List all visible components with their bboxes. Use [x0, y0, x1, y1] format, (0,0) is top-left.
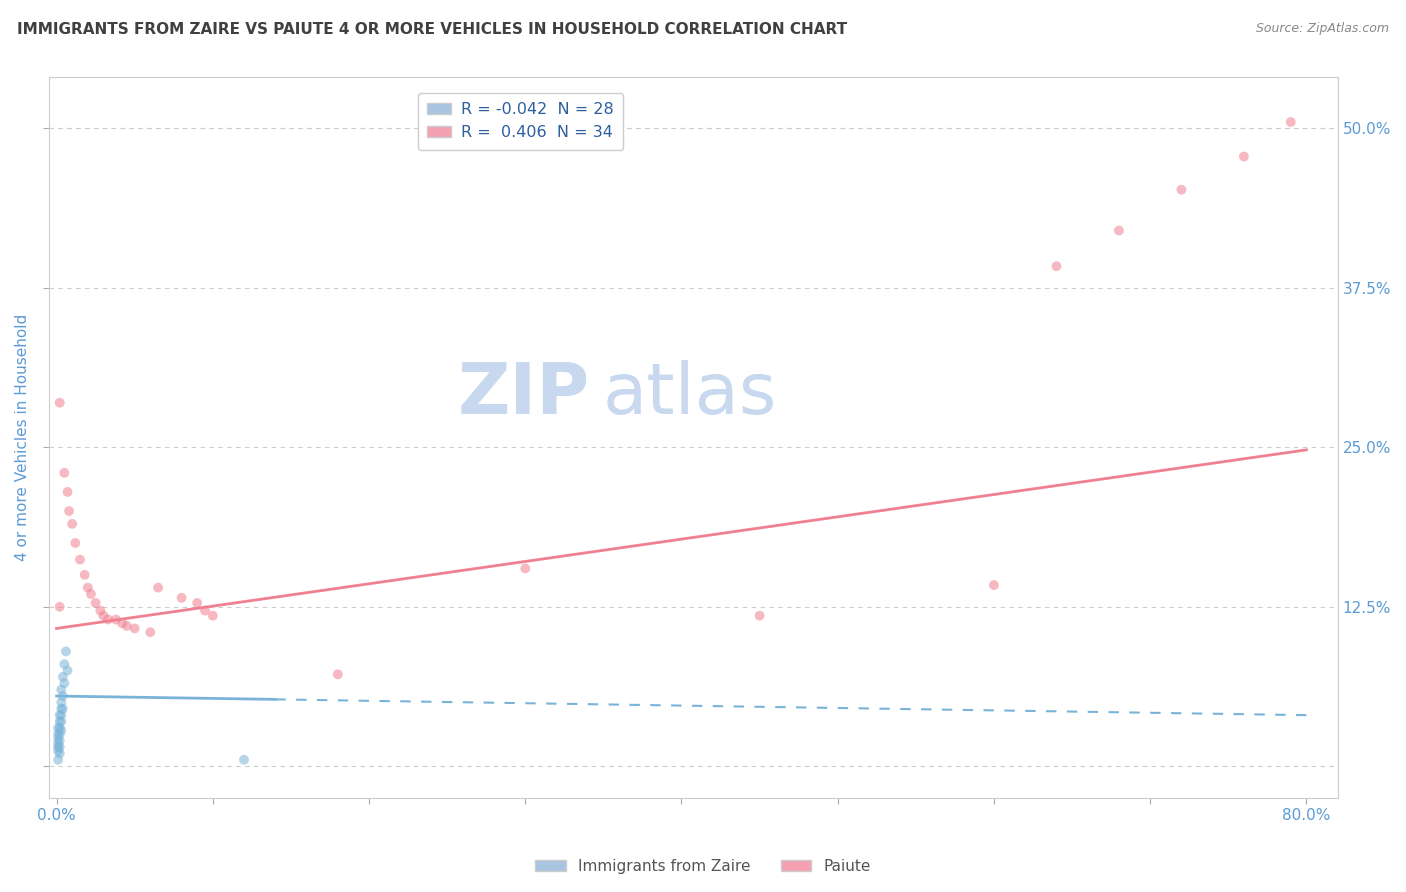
Point: [52, 702, 75, 716]
Legend: Immigrants from Zaire, Paiute: Immigrants from Zaire, Paiute: [529, 853, 877, 880]
Point: [1279, 115, 1302, 129]
Point: [51, 702, 73, 716]
Point: [48, 599, 70, 614]
Text: ZIP: ZIP: [458, 360, 591, 429]
Point: [46, 721, 69, 735]
Point: [60, 516, 83, 531]
Point: [93, 608, 115, 623]
Point: [51, 695, 73, 709]
Point: [124, 622, 146, 636]
Point: [51, 723, 73, 738]
Point: [48, 739, 70, 754]
Point: [115, 619, 138, 633]
Point: [46, 736, 69, 750]
Point: [983, 578, 1005, 592]
Point: [46, 731, 69, 745]
Point: [56, 664, 79, 678]
Point: [1170, 183, 1192, 197]
Point: [1045, 259, 1067, 273]
Point: [1108, 223, 1130, 237]
Point: [748, 608, 770, 623]
Point: [111, 616, 134, 631]
Point: [52, 689, 75, 703]
Point: [52, 670, 75, 684]
Point: [46, 727, 69, 741]
Text: IMMIGRANTS FROM ZAIRE VS PAIUTE 4 OR MORE VEHICLES IN HOUSEHOLD CORRELATION CHAR: IMMIGRANTS FROM ZAIRE VS PAIUTE 4 OR MOR…: [17, 22, 846, 37]
Point: [233, 753, 256, 767]
Point: [139, 625, 162, 640]
Point: [51, 708, 73, 723]
Point: [46, 739, 69, 754]
Point: [69, 552, 91, 566]
Y-axis label: 4 or more Vehicles in Household: 4 or more Vehicles in Household: [15, 314, 30, 561]
Point: [170, 591, 193, 605]
Point: [56, 485, 79, 500]
Point: [55, 644, 77, 658]
Point: [104, 613, 127, 627]
Point: [194, 603, 217, 617]
Point: [515, 561, 537, 575]
Legend: R = -0.042  N = 28, R =  0.406  N = 34: R = -0.042 N = 28, R = 0.406 N = 34: [418, 93, 623, 150]
Point: [48, 395, 70, 409]
Text: Source: ZipAtlas.com: Source: ZipAtlas.com: [1256, 22, 1389, 36]
Point: [97, 613, 120, 627]
Point: [84, 596, 107, 610]
Point: [65, 536, 87, 550]
Point: [48, 708, 70, 723]
Point: [51, 714, 73, 729]
Point: [146, 581, 169, 595]
Point: [201, 608, 224, 623]
Point: [53, 657, 76, 672]
Point: [89, 603, 111, 617]
Point: [186, 596, 208, 610]
Point: [46, 753, 69, 767]
Point: [58, 504, 80, 518]
Point: [1233, 149, 1256, 163]
Point: [51, 682, 73, 697]
Point: [48, 727, 70, 741]
Point: [73, 567, 96, 582]
Point: [53, 676, 76, 690]
Point: [48, 714, 70, 729]
Point: [53, 466, 76, 480]
Point: [326, 667, 349, 681]
Point: [46, 744, 69, 758]
Point: [80, 587, 103, 601]
Point: [76, 581, 98, 595]
Point: [48, 747, 70, 761]
Point: [48, 733, 70, 747]
Point: [48, 721, 70, 735]
Text: atlas: atlas: [603, 360, 778, 429]
